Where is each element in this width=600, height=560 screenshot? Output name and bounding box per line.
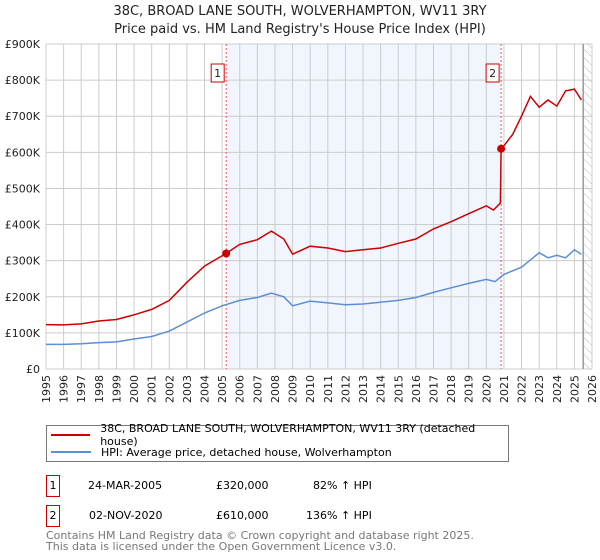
legend-label: HPI: Average price, detached house, Wolv… (101, 445, 392, 459)
footer-copyright: Contains HM Land Registry data © Crown c… (46, 529, 474, 542)
annotation-label: 2 (489, 67, 496, 80)
x-tick-label: 2016 (410, 375, 423, 403)
annotation-label: 1 (214, 67, 221, 80)
x-tick-label: 2010 (304, 375, 317, 403)
x-tick-label: 1996 (58, 375, 71, 403)
chart-title: 38C, BROAD LANE SOUTH, WOLVERHAMPTON, WV… (113, 4, 487, 19)
x-tick-label: 1998 (93, 375, 106, 403)
x-tick-label: 2006 (234, 375, 247, 403)
x-tick-label: 2017 (427, 375, 440, 403)
legend-item-property: 38C, BROAD LANE SOUTH, WOLVERHAMPTON, WV… (51, 422, 508, 448)
x-tick-label: 2023 (533, 375, 546, 403)
property-price-line (45, 88, 583, 326)
y-tick-label: £300K (5, 255, 41, 268)
footer-licence: This data is licensed under the Open Gov… (46, 540, 397, 553)
marker-badge: 2 (46, 505, 60, 527)
annotation-box (210, 63, 225, 83)
transaction-price: £320,000 (216, 479, 269, 492)
x-tick-label: 2001 (146, 375, 159, 403)
x-tick-label: 1999 (110, 375, 123, 403)
x-tick-label: 2022 (516, 375, 529, 403)
transaction-hpi: 136% ↑ HPI (306, 509, 372, 522)
plot-area: 1995 1996 1997 1998 1999 2000 2001 2002 2003 2004… (5, 38, 599, 403)
marker-badge: 1 (46, 475, 60, 497)
legend: 38C, BROAD LANE SOUTH, WOLVERHAMPTON, WV… (46, 422, 509, 462)
y-tick-label: £600K (5, 146, 41, 159)
y-tick-label: £0 (26, 363, 40, 376)
x-tick-label: 2015 (392, 375, 405, 403)
x-tick-label: 2025 (568, 375, 581, 403)
sale-point (497, 144, 506, 153)
x-tick-label: 2024 (551, 375, 564, 403)
x-tick-label: 2007 (251, 375, 264, 403)
transaction-date: 02-NOV-2020 (89, 509, 163, 522)
hpi-line (46, 248, 582, 346)
x-tick-label: 2012 (339, 375, 352, 403)
x-tick-label: 2020 (480, 375, 493, 403)
x-tick-label: 2013 (357, 375, 370, 403)
x-tick-label: 2008 (269, 375, 282, 403)
y-tick-label: £700K (5, 110, 41, 123)
y-tick-label: £400K (5, 219, 41, 232)
x-tick-label: 1995 (40, 375, 53, 403)
x-tick-label: 2019 (463, 375, 476, 403)
y-tick-label: £900K (5, 38, 41, 51)
sale-point (222, 249, 231, 258)
shaded-period (226, 44, 502, 369)
transaction-hpi: 82% ↑ HPI (313, 479, 372, 492)
chart-subtitle: Price paid vs. HM Land Registry's House … (114, 22, 486, 37)
x-tick-label: 1997 (75, 375, 88, 403)
y-tick-label: £200K (5, 291, 41, 304)
x-tick-label: 2014 (375, 375, 388, 403)
legend-swatch-blue (51, 451, 91, 453)
y-tick-label: £100K (5, 327, 41, 340)
x-tick-label: 2000 (128, 375, 141, 403)
x-tick-label: 2002 (163, 375, 176, 403)
x-tick-label: 2009 (287, 375, 300, 403)
x-tick-label: 2004 (199, 375, 212, 403)
x-tick-label: 2021 (498, 375, 511, 403)
x-tick-label: 2011 (322, 375, 335, 403)
legend-item-hpi: HPI: Average price, detached house, Wolv… (51, 444, 392, 460)
legend-swatch-red (51, 434, 91, 436)
x-tick-label: 2003 (181, 375, 194, 403)
transaction-date: 24-MAR-2005 (88, 479, 163, 492)
x-tick-label: 2018 (445, 375, 458, 403)
x-tick-label: 2005 (216, 375, 229, 403)
forecast-hatch (583, 44, 592, 369)
transaction-price: £610,000 (216, 509, 269, 522)
legend-label: 38C, BROAD LANE SOUTH, WOLVERHAMPTON, WV… (100, 422, 476, 448)
x-tick-label: 2026 (586, 375, 599, 403)
y-tick-label: £800K (5, 74, 41, 87)
y-tick-label: £500K (5, 182, 41, 195)
annotation-box (485, 63, 500, 83)
